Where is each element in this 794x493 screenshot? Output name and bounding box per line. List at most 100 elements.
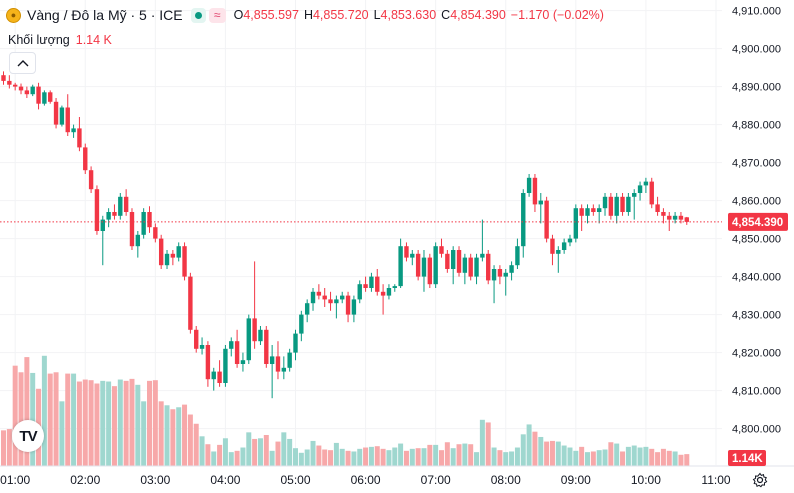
- candle-body: [12, 84, 18, 87]
- volume-bar: [479, 419, 485, 466]
- volume-bar: [47, 373, 53, 466]
- time-axis[interactable]: 01:00 02:00 03:00 04:00 05:00 06:00 07:00 08:00…: [0, 465, 794, 487]
- volume-bar: [456, 444, 462, 466]
- y-tick-label: 4,840.000: [732, 272, 781, 284]
- candle-body: [579, 208, 584, 216]
- volume-bar: [217, 444, 223, 466]
- volume-bar: [380, 448, 386, 466]
- volume-bar: [152, 380, 158, 466]
- candle-body: [474, 257, 479, 277]
- volume-bar: [585, 452, 590, 466]
- gold-coin-icon: ●: [6, 7, 21, 23]
- candle-body: [392, 286, 397, 288]
- approx-icon[interactable]: ≈: [208, 7, 226, 23]
- x-tick-label: 02:00: [70, 473, 100, 487]
- volume-bar: [485, 422, 491, 466]
- volume-bar: [252, 438, 258, 466]
- volume-bar: [532, 431, 538, 466]
- price-axis[interactable]: 4,800.000 4,810.000 4,820.000 4,830.000 4,84…: [732, 6, 781, 436]
- volume-bar: [65, 373, 71, 466]
- volume-bar: [608, 442, 614, 466]
- candle-body: [620, 196, 625, 212]
- candle-body: [421, 257, 427, 277]
- last-price-tag: [728, 212, 788, 231]
- volume-bar: [222, 438, 228, 466]
- y-tick-label: 4,830.000: [732, 310, 781, 322]
- volume-bar: [41, 355, 47, 466]
- x-tick-label: 07:00: [421, 473, 451, 487]
- volume-bar: [88, 380, 94, 466]
- volume-bar: [304, 449, 310, 466]
- candle-body: [269, 356, 275, 364]
- volume-bar: [421, 448, 427, 466]
- candle-body: [345, 295, 351, 315]
- volume-bar: [363, 447, 369, 466]
- volume-bar: [526, 424, 532, 466]
- x-tick-label: 06:00: [351, 473, 381, 487]
- volume-bar: [561, 445, 567, 466]
- candle-body: [380, 291, 386, 296]
- y-tick-label: 4,860.000: [732, 196, 781, 208]
- volume-bar: [409, 448, 415, 466]
- candle-body: [48, 92, 53, 102]
- volume-bar: [205, 444, 211, 466]
- candle-body: [404, 246, 409, 258]
- market-status-icon[interactable]: [190, 7, 206, 23]
- candle-body: [18, 86, 24, 91]
- candle-body: [199, 345, 205, 349]
- volume-bar: [76, 381, 82, 466]
- candle-body: [304, 303, 310, 315]
- candle-body: [275, 356, 281, 372]
- gear-icon[interactable]: [751, 471, 769, 489]
- candle-body: [310, 291, 316, 304]
- candle-body: [240, 360, 246, 364]
- volume-bar: [392, 447, 398, 466]
- candle-body: [328, 299, 333, 304]
- volume-bar: [614, 443, 620, 466]
- candle-body: [188, 276, 193, 330]
- y-tick-label: 4,910.000: [732, 6, 781, 18]
- ohlc-close: C4,854.390: [441, 8, 506, 22]
- volume-bar: [672, 451, 678, 466]
- candle-body: [637, 185, 643, 193]
- candles: [1, 71, 689, 399]
- candle-body: [398, 246, 403, 287]
- volume-bars: [1, 355, 690, 466]
- volume-bar: [450, 448, 456, 466]
- volume-bar: [94, 383, 100, 466]
- candle-body: [334, 299, 339, 304]
- candle-body: [678, 215, 684, 220]
- candle-body: [135, 234, 141, 247]
- tradingview-logo-icon[interactable]: TV: [12, 420, 44, 452]
- volume-bar: [666, 450, 672, 466]
- candle-body: [626, 196, 631, 212]
- candle-body: [532, 177, 538, 205]
- chevron-up-icon[interactable]: [9, 52, 36, 74]
- volume-bar: [257, 438, 263, 466]
- candle-body: [42, 92, 47, 104]
- volume-bar: [444, 442, 450, 466]
- candle-body: [655, 204, 660, 212]
- volume-bar: [439, 450, 444, 466]
- candle-body: [375, 276, 380, 292]
- symbol-title[interactable]: Vàng / Đô la Mỹ · 5 · ICE: [27, 7, 183, 23]
- volume-bar: [170, 409, 176, 466]
- candle-body: [30, 86, 35, 95]
- volume-bar: [228, 452, 234, 466]
- volume-bar: [631, 445, 637, 466]
- volume-bar: [30, 372, 36, 466]
- volume-bar: [322, 449, 328, 466]
- candle-body: [468, 257, 473, 277]
- volume-bar: [1, 430, 6, 466]
- candle-body: [53, 101, 59, 125]
- candle-body: [258, 329, 263, 342]
- volume-bar: [316, 445, 322, 466]
- candle-body: [299, 314, 304, 334]
- volume-bar: [6, 429, 12, 466]
- volume-bar: [398, 443, 404, 466]
- volume-bar: [538, 436, 544, 466]
- candle-body: [672, 215, 678, 220]
- candle-body: [129, 212, 135, 247]
- volume-legend[interactable]: Khối lượng 1.14 K: [8, 33, 112, 47]
